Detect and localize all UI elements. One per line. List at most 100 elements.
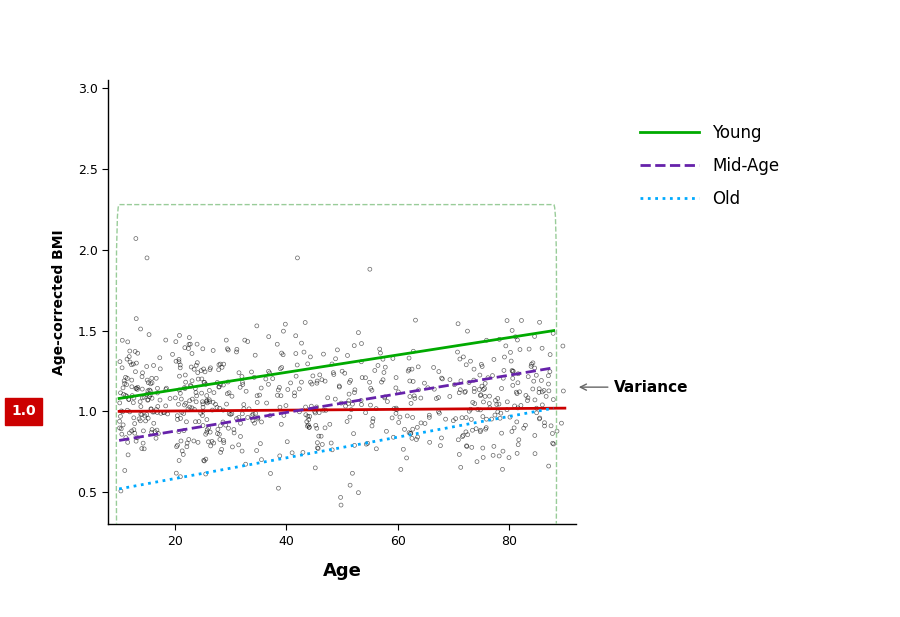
Point [207, 387, 221, 397]
Point [235, 371, 249, 381]
Point [518, 420, 533, 430]
Point [112, 357, 127, 366]
Point [121, 337, 135, 347]
Point [150, 388, 165, 398]
Point [461, 429, 475, 439]
Point [347, 341, 362, 350]
Point [510, 403, 525, 413]
Point [202, 423, 216, 433]
Point [200, 395, 214, 405]
Point [409, 315, 423, 325]
Point [145, 373, 159, 383]
Point [379, 426, 393, 436]
Point [216, 405, 230, 415]
Point [133, 397, 148, 407]
Point [199, 429, 213, 439]
Point [474, 381, 489, 391]
Point [128, 366, 142, 376]
Point [143, 379, 157, 389]
Point [139, 416, 153, 426]
Point [227, 424, 241, 434]
Point [401, 366, 416, 376]
Point [294, 377, 309, 387]
Point [113, 412, 128, 421]
Point [478, 391, 492, 401]
Point [129, 234, 143, 244]
Point [178, 377, 193, 387]
Point [199, 469, 213, 479]
Point [151, 429, 166, 439]
Point [458, 386, 473, 396]
Point [114, 429, 129, 439]
Point [250, 414, 265, 424]
Point [493, 408, 508, 418]
Point [238, 335, 252, 345]
Point [289, 371, 303, 381]
Y-axis label: Age-corrected BMI: Age-corrected BMI [52, 230, 67, 375]
Point [378, 362, 392, 372]
Point [143, 390, 157, 400]
Point [309, 420, 323, 430]
Point [258, 374, 273, 384]
Point [459, 441, 473, 451]
Point [405, 433, 419, 443]
Point [138, 411, 152, 421]
Point [510, 335, 525, 345]
Point [212, 404, 227, 413]
Point [250, 391, 265, 400]
Point [196, 402, 211, 412]
Point [451, 319, 465, 329]
Point [217, 359, 231, 369]
Point [543, 350, 557, 360]
Point [301, 421, 315, 431]
Point [188, 417, 202, 427]
Point [500, 405, 514, 415]
Point [276, 350, 291, 360]
Point [545, 438, 560, 448]
Point [529, 370, 544, 380]
Point [290, 360, 304, 370]
Point [290, 253, 304, 263]
Point [302, 412, 317, 421]
Point [401, 353, 416, 363]
Point [237, 404, 251, 414]
Point [194, 374, 209, 384]
Point [527, 449, 542, 458]
Point [213, 359, 228, 369]
Point [202, 437, 216, 447]
Point [506, 381, 520, 391]
Point [340, 416, 355, 426]
Point [414, 393, 428, 403]
Point [116, 389, 130, 399]
Point [206, 346, 220, 355]
Point [200, 398, 214, 408]
Point [230, 414, 244, 424]
Point [325, 359, 339, 369]
Point [404, 399, 419, 408]
Point [475, 412, 490, 421]
Point [496, 373, 510, 383]
Point [532, 387, 546, 397]
Point [303, 352, 318, 362]
Point [453, 354, 467, 364]
Point [184, 376, 199, 386]
Point [452, 450, 466, 460]
Point [184, 403, 199, 413]
Point [450, 347, 464, 357]
Point [403, 428, 418, 438]
Point [248, 418, 262, 428]
Point [447, 380, 462, 390]
Point [230, 344, 244, 354]
Point [390, 405, 404, 415]
Point [347, 441, 362, 450]
Point [281, 384, 295, 394]
Point [223, 410, 238, 420]
Point [427, 363, 441, 373]
Point [190, 339, 204, 349]
Point [508, 332, 523, 342]
Point [147, 360, 161, 370]
Point [320, 393, 335, 403]
Point [342, 389, 356, 399]
Point [135, 384, 149, 394]
Point [273, 451, 287, 461]
